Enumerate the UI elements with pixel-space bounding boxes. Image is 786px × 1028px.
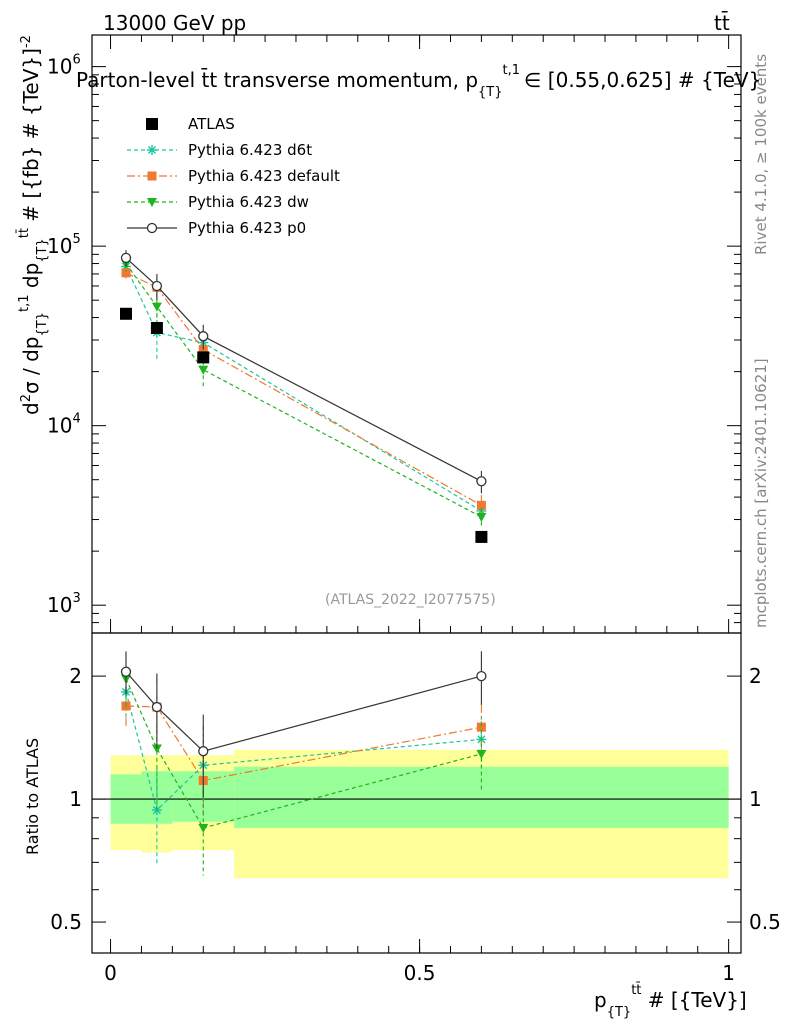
legend: ATLAS Pythia 6.423 d6t Pythia 6.423 defaul… [127,115,340,237]
data-point-3 [475,530,488,543]
series-point-1-3 [476,500,486,510]
ratio-point-3-0 [120,666,132,677]
data-point-0 [119,307,132,320]
legend-label-4: Pythia 6.423 p0 [188,219,306,237]
title-tail: ∈ [0.55,0.625] # {TeV} [524,68,761,92]
legend-marker-3 [147,198,157,207]
legend-marker-1 [147,145,157,155]
axes: 0 0.5 1 103 104 105 106 0.5 0.5 1 1 2 2 [47,35,781,985]
ratio-series [120,651,487,876]
title-sub: {T} [478,85,502,100]
series-line-0 [125,266,482,512]
title-sup: t,1 [503,63,521,78]
ratio-y-tick-label-2: 2 [69,664,82,688]
ratio-y-tick-label-right-2: 2 [749,664,762,688]
y-tick-label-1: 104 [47,412,81,438]
ratio-band-inner-3 [234,766,729,828]
x-tick-label-2: 1 [722,961,735,985]
ratio-y-axis-label: Ratio to ATLAS [23,738,42,855]
x-tick-label-0: 0 [104,961,117,985]
legend-label-2: Pythia 6.423 default [188,167,340,185]
legend-label-0: ATLAS [188,115,235,133]
header-right: tt̄ [714,10,730,35]
reference-label: (ATLAS_2022_I2077575) [325,592,496,608]
ratio-point-2-3 [476,749,487,759]
series-point-3-3 [476,476,487,487]
legend-marker-2 [147,171,157,181]
y-tick-label-0: 103 [47,591,81,617]
series-point-1-0 [121,268,131,278]
ratio-y-tick-label-0: 0.5 [50,910,82,934]
title-main: Parton-level t̄t transverse momentum, p [76,67,478,92]
ratio-y-tick-label-1: 1 [69,787,82,811]
y-tick-label-3: 106 [47,53,81,79]
legend-label-1: Pythia 6.423 d6t [188,141,312,159]
main-series [119,250,488,543]
series-line-1 [125,272,482,506]
series-point-2-1 [151,302,162,312]
ratio-line-1 [125,705,482,782]
legend-marker-4 [146,222,158,234]
ratio-point-3-3 [476,670,487,682]
plot-title: Parton-level t̄t transverse momentum, p{… [76,63,761,100]
ratio-point-3-2 [198,746,209,757]
mcplots-label: mcplots.cern.ch [arXiv:2401.10621] [752,358,770,628]
ratio-line-2 [125,678,482,829]
series-point-2-2 [198,365,209,375]
x-axis-label: p{T}tt̄ # [{TeV}] [594,983,747,1020]
ratio-plot-frame [91,632,742,954]
series-point-2-3 [476,512,487,522]
series-point-3-0 [120,252,132,264]
data-point-2 [197,351,210,364]
legend-label-3: Pythia 6.423 dw [188,193,309,211]
series-point-3-1 [151,280,163,292]
series-line-3 [125,257,482,482]
ratio-point-2-1 [151,744,162,754]
y-tick-label-2: 105 [47,232,81,258]
x-tick-label-1: 0.5 [404,961,436,985]
data-point-1 [150,321,163,334]
legend-marker-0 [146,118,158,130]
ratio-point-3-1 [151,701,163,713]
rivet-label: Rivet 4.1.0, ≥ 100k events [752,54,770,255]
ratio-y-tick-label-right-0: 0.5 [749,910,781,934]
ratio-y-tick-label-right-1: 1 [749,787,762,811]
series-line-2 [125,263,482,518]
ratio-line-3 [125,671,482,752]
ratio-point-2-2 [198,823,209,833]
y-axis-label: d2σ / dp{T}t,1 dp{T}tt̄ # [{fb} # {TeV}]… [17,35,50,415]
ratio-bands [92,749,741,879]
header-left: 13000 GeV pp [103,11,246,35]
ratio-point-1-3 [476,722,486,732]
series-point-3-2 [198,331,209,342]
